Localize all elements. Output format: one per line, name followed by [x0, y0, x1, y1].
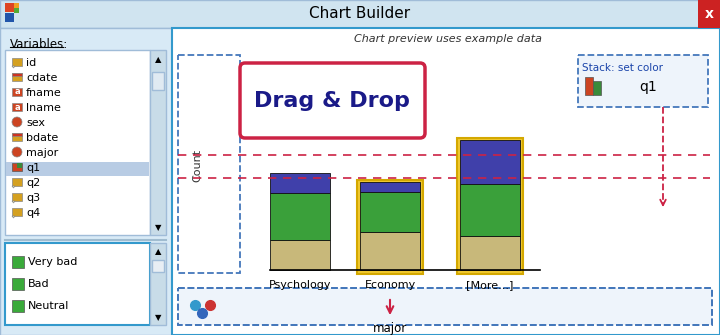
Text: ▼: ▼ — [155, 223, 161, 232]
Bar — [457, 138, 523, 274]
Bar — [14, 3, 19, 8]
Text: Drag & Drop: Drag & Drop — [254, 91, 410, 111]
Text: Neutral: Neutral — [28, 301, 69, 311]
Text: fname: fname — [26, 88, 62, 98]
Bar — [6, 162, 149, 176]
Text: Very bad: Very bad — [28, 257, 77, 267]
Text: cdate: cdate — [26, 73, 58, 83]
Bar — [178, 288, 712, 325]
Bar — [178, 288, 712, 325]
Bar — [178, 55, 240, 273]
Text: Psychology: Psychology — [269, 280, 331, 290]
Text: ▲: ▲ — [155, 56, 161, 65]
Text: x: x — [704, 7, 714, 21]
Bar — [14, 8, 19, 13]
Text: q1: q1 — [639, 80, 657, 94]
Text: id: id — [26, 58, 36, 68]
Text: q2: q2 — [26, 178, 40, 188]
Text: Bad: Bad — [28, 279, 50, 289]
Bar — [460, 140, 520, 184]
Text: lname: lname — [26, 103, 61, 113]
Bar — [12, 133, 22, 136]
Bar — [0, 28, 172, 335]
Bar — [152, 260, 164, 272]
Text: sex: sex — [26, 118, 45, 128]
Text: Chart preview uses example data: Chart preview uses example data — [354, 34, 542, 44]
Bar — [12, 208, 22, 216]
Bar — [460, 236, 520, 270]
Bar — [5, 13, 14, 22]
Bar — [5, 50, 150, 235]
Bar — [12, 256, 24, 268]
Bar — [593, 81, 601, 95]
Bar — [12, 193, 22, 201]
Bar — [12, 163, 22, 171]
Text: a: a — [14, 87, 20, 96]
Bar — [12, 133, 22, 141]
Text: ▼: ▼ — [155, 314, 161, 323]
Text: Stack: set color: Stack: set color — [582, 63, 663, 73]
Text: Economy: Economy — [364, 280, 415, 290]
Text: bdate: bdate — [26, 133, 58, 143]
Polygon shape — [12, 186, 15, 188]
Polygon shape — [12, 66, 15, 68]
Bar — [270, 193, 330, 240]
Bar — [12, 73, 22, 81]
Circle shape — [12, 117, 22, 127]
Text: q4: q4 — [26, 208, 40, 218]
Bar — [12, 58, 22, 66]
Bar — [12, 73, 22, 76]
Bar — [270, 240, 330, 270]
Bar — [360, 192, 420, 232]
Text: Chart Builder: Chart Builder — [310, 6, 410, 21]
Bar — [150, 50, 166, 235]
Bar — [270, 173, 330, 193]
Text: ▲: ▲ — [155, 248, 161, 257]
Circle shape — [12, 147, 22, 157]
Bar — [585, 77, 593, 95]
Bar — [12, 178, 22, 186]
Text: Variables:: Variables: — [10, 38, 68, 51]
Bar — [17, 163, 22, 168]
Polygon shape — [12, 216, 15, 218]
Bar — [578, 55, 708, 107]
Bar — [5, 3, 14, 12]
Bar — [360, 232, 420, 270]
Text: major: major — [26, 148, 58, 158]
Bar — [152, 72, 164, 90]
Text: q3: q3 — [26, 193, 40, 203]
Polygon shape — [12, 201, 15, 203]
Bar — [12, 88, 22, 96]
Bar — [698, 0, 720, 28]
Bar — [12, 300, 24, 312]
Bar — [357, 180, 423, 274]
Bar — [12, 278, 24, 290]
Bar — [178, 288, 712, 325]
Text: q1: q1 — [26, 163, 40, 173]
Text: a: a — [14, 103, 20, 112]
Bar — [360, 182, 420, 192]
Bar — [150, 243, 166, 325]
Bar — [5, 243, 150, 325]
Text: major: major — [373, 322, 407, 335]
Text: Count: Count — [192, 148, 202, 182]
Bar — [578, 55, 708, 107]
Bar — [12, 103, 22, 111]
Bar — [460, 184, 520, 236]
Text: [More...]: [More...] — [467, 280, 513, 290]
Bar — [172, 28, 720, 335]
FancyBboxPatch shape — [240, 63, 425, 138]
Bar — [0, 0, 720, 28]
